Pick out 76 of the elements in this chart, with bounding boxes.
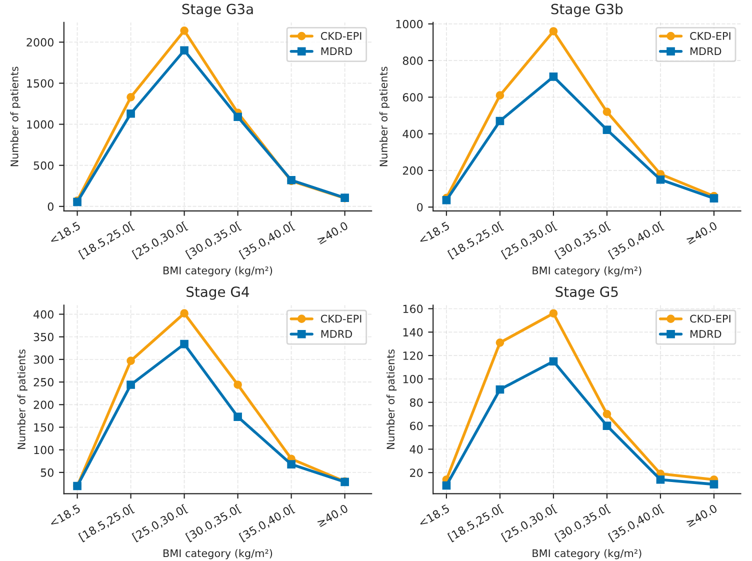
point bbox=[549, 27, 558, 36]
y-tick-label: 40 bbox=[410, 445, 423, 454]
point bbox=[496, 338, 504, 347]
point bbox=[234, 380, 242, 389]
chart-title: Stage G4 bbox=[186, 286, 250, 300]
y-tick-label: 250 bbox=[34, 378, 54, 386]
legend-label: CKD-EPI bbox=[690, 314, 730, 323]
point bbox=[602, 410, 612, 418]
point bbox=[180, 26, 188, 35]
legend-label: MDRD bbox=[690, 47, 722, 56]
point bbox=[180, 309, 188, 318]
y-axis-title: Number of patients bbox=[379, 66, 390, 166]
y-tick-label: 1500 bbox=[27, 79, 54, 88]
x-axis-title: BMI category (kg/m²) bbox=[532, 266, 642, 276]
chart-title: Stage G5 bbox=[556, 286, 618, 300]
point bbox=[180, 46, 188, 55]
y-tick-label: 100 bbox=[34, 446, 54, 454]
legend-label: CKD-EPI bbox=[690, 32, 730, 40]
point bbox=[442, 481, 451, 490]
point bbox=[549, 357, 558, 366]
y-axis-title: Number of patients bbox=[10, 66, 20, 166]
y-tick-label: 50 bbox=[40, 468, 54, 477]
y-tick-label: 20 bbox=[410, 468, 423, 477]
point bbox=[496, 116, 504, 126]
point bbox=[287, 460, 296, 468]
y-tick-label: 60 bbox=[410, 422, 423, 430]
x-axis-title: BMI category (kg/m²) bbox=[164, 549, 272, 560]
point bbox=[126, 356, 135, 365]
point bbox=[496, 91, 504, 100]
y-tick-label: 350 bbox=[34, 332, 54, 342]
x-axis-title: BMI category (kg/m²) bbox=[532, 549, 642, 560]
point bbox=[496, 385, 504, 394]
y-tick-label: 1000 bbox=[396, 20, 423, 28]
point bbox=[656, 475, 665, 484]
y-tick-label: 800 bbox=[402, 56, 423, 65]
y-tick-label: 500 bbox=[34, 161, 54, 170]
point bbox=[126, 380, 135, 389]
legend-label: CKD-EPI bbox=[320, 314, 362, 323]
point bbox=[602, 108, 612, 116]
legend-label: MDRD bbox=[321, 330, 352, 338]
legend-label: MDRD bbox=[321, 47, 352, 56]
point bbox=[710, 480, 718, 488]
chart-title: Stage G3b bbox=[551, 4, 623, 17]
point bbox=[656, 175, 665, 184]
point bbox=[710, 194, 718, 202]
y-tick-label: 100 bbox=[403, 374, 423, 384]
y-tick-label: 200 bbox=[402, 166, 423, 175]
point bbox=[549, 309, 558, 318]
point bbox=[126, 93, 135, 102]
y-tick-label: 400 bbox=[402, 130, 423, 138]
y-axis-title: Number of patients bbox=[386, 349, 397, 449]
point bbox=[126, 109, 135, 118]
point bbox=[180, 340, 188, 348]
y-tick-label: 120 bbox=[403, 352, 423, 360]
y-tick-label: 0 bbox=[417, 203, 423, 212]
y-tick-label: 300 bbox=[34, 355, 54, 364]
y-tick-label: 200 bbox=[34, 400, 54, 410]
y-tick-label: 2000 bbox=[26, 38, 54, 47]
y-tick-label: 1000 bbox=[27, 120, 54, 129]
point bbox=[234, 112, 242, 122]
y-tick-label: 140 bbox=[403, 328, 423, 336]
point bbox=[602, 126, 612, 134]
y-tick-label: 80 bbox=[410, 398, 423, 407]
chart-title: Stage G3a bbox=[182, 4, 253, 17]
point bbox=[549, 72, 558, 81]
y-tick-label: 0 bbox=[48, 202, 54, 211]
y-axis-title: Number of patients bbox=[17, 349, 28, 449]
y-tick-label: 150 bbox=[34, 423, 54, 432]
point bbox=[234, 412, 242, 421]
legend-label: MDRD bbox=[690, 330, 722, 338]
y-tick-label: 160 bbox=[403, 304, 423, 314]
point bbox=[602, 422, 612, 430]
y-tick-label: 600 bbox=[402, 93, 423, 102]
x-axis-title: BMI category (kg/m²) bbox=[164, 266, 272, 276]
y-tick-label: 400 bbox=[34, 310, 54, 319]
legend-label: CKD-EPI bbox=[320, 32, 362, 40]
